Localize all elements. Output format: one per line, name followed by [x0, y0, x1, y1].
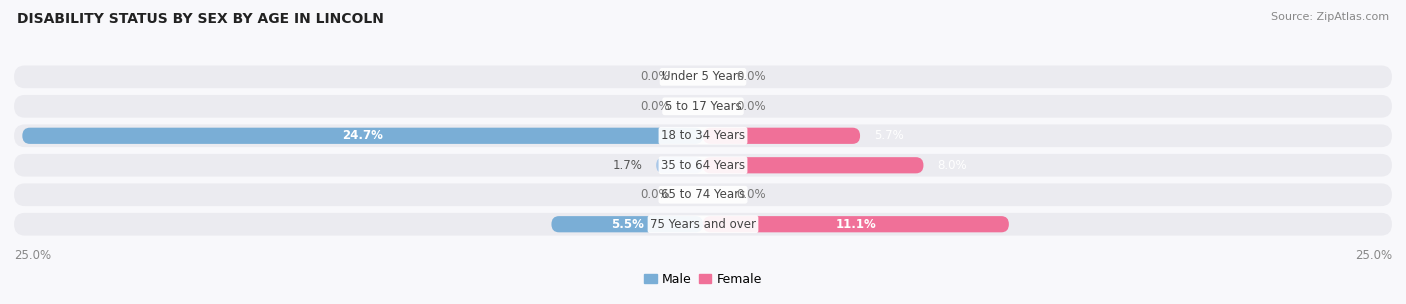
Text: 25.0%: 25.0%: [14, 249, 51, 262]
FancyBboxPatch shape: [14, 213, 1392, 236]
FancyBboxPatch shape: [22, 128, 703, 144]
FancyBboxPatch shape: [703, 128, 860, 144]
Text: 25.0%: 25.0%: [1355, 249, 1392, 262]
Text: 11.1%: 11.1%: [835, 218, 876, 231]
FancyBboxPatch shape: [703, 216, 1010, 232]
Text: 1.7%: 1.7%: [613, 159, 643, 172]
Text: 24.7%: 24.7%: [342, 129, 382, 142]
FancyBboxPatch shape: [703, 157, 924, 173]
Text: 8.0%: 8.0%: [938, 159, 967, 172]
Text: 0.0%: 0.0%: [737, 188, 766, 201]
FancyBboxPatch shape: [14, 183, 1392, 206]
Text: Under 5 Years: Under 5 Years: [662, 70, 744, 83]
Text: 0.0%: 0.0%: [640, 188, 669, 201]
Text: 5.5%: 5.5%: [610, 218, 644, 231]
Text: 5 to 17 Years: 5 to 17 Years: [665, 100, 741, 113]
FancyBboxPatch shape: [551, 216, 703, 232]
FancyBboxPatch shape: [14, 95, 1392, 118]
Text: 5.7%: 5.7%: [875, 129, 904, 142]
Text: 0.0%: 0.0%: [640, 100, 669, 113]
Text: Source: ZipAtlas.com: Source: ZipAtlas.com: [1271, 12, 1389, 22]
Text: 35 to 64 Years: 35 to 64 Years: [661, 159, 745, 172]
Text: 0.0%: 0.0%: [640, 70, 669, 83]
FancyBboxPatch shape: [657, 157, 703, 173]
Text: 0.0%: 0.0%: [737, 70, 766, 83]
Text: DISABILITY STATUS BY SEX BY AGE IN LINCOLN: DISABILITY STATUS BY SEX BY AGE IN LINCO…: [17, 12, 384, 26]
Text: 0.0%: 0.0%: [737, 100, 766, 113]
FancyBboxPatch shape: [14, 65, 1392, 88]
FancyBboxPatch shape: [14, 154, 1392, 177]
Text: 65 to 74 Years: 65 to 74 Years: [661, 188, 745, 201]
Text: 18 to 34 Years: 18 to 34 Years: [661, 129, 745, 142]
Legend: Male, Female: Male, Female: [644, 273, 762, 286]
FancyBboxPatch shape: [14, 124, 1392, 147]
Text: 75 Years and over: 75 Years and over: [650, 218, 756, 231]
